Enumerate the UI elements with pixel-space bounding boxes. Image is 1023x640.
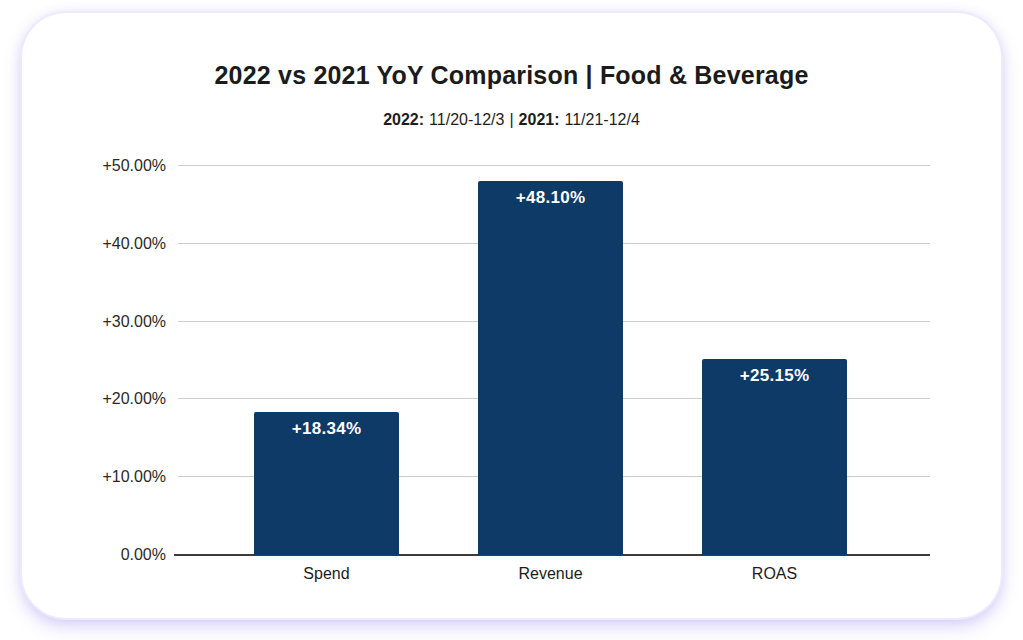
bar-value-label: +25.15% <box>702 366 847 386</box>
ytick-label: +40.00% <box>46 235 166 253</box>
ytick-label: +30.00% <box>46 313 166 331</box>
bar-spend: +18.34% <box>254 412 399 555</box>
chart-card: 2022 vs 2021 YoY Comparison | Food & Bev… <box>22 13 1001 618</box>
subtitle-year1-range: 11/20-12/3 <box>429 111 504 129</box>
ytick-label: +10.00% <box>46 468 166 486</box>
subtitle-year1-label: 2022: <box>383 111 424 129</box>
chart-title: 2022 vs 2021 YoY Comparison | Food & Bev… <box>22 61 1001 90</box>
subtitle-separator: | <box>509 111 513 129</box>
ytick-label: 0.00% <box>46 546 166 564</box>
gridline <box>178 165 930 166</box>
xtick-label: Spend <box>303 565 349 583</box>
xtick-label: Revenue <box>518 565 582 583</box>
subtitle-year2-range: 11/21-12/4 <box>565 111 640 129</box>
xtick-label: ROAS <box>752 565 797 583</box>
ytick-label: +50.00% <box>46 157 166 175</box>
bar-value-label: +18.34% <box>254 419 399 439</box>
bar-value-label: +48.10% <box>478 188 623 208</box>
bar-revenue: +48.10% <box>478 181 623 555</box>
ytick-label: +20.00% <box>46 390 166 408</box>
subtitle-year2-label: 2021: <box>519 111 560 129</box>
bar-roas: +25.15% <box>702 359 847 555</box>
plot-area: 0.00%+10.00%+20.00%+30.00%+40.00%+50.00%… <box>178 166 930 555</box>
chart-subtitle: 2022: 11/20-12/3 | 2021: 11/21-12/4 <box>22 111 1001 129</box>
